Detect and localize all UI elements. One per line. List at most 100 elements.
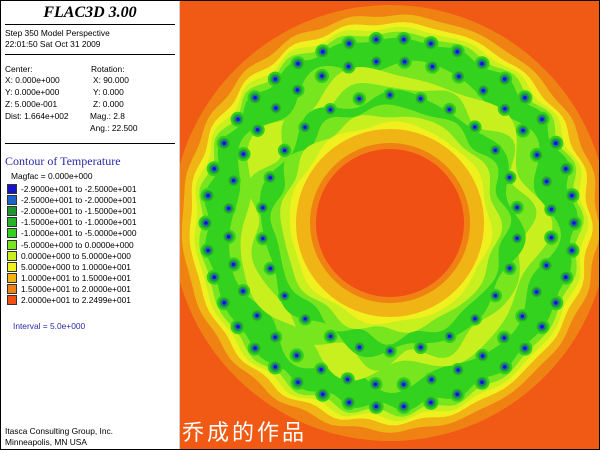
view-divider <box>5 143 175 144</box>
legend-label: -2.5000e+001 to -2.0000e+001 <box>21 195 137 206</box>
cold-spot-contour <box>493 293 498 298</box>
cold-spot-contour <box>447 107 452 112</box>
legend-swatch <box>7 228 17 239</box>
cold-spot-contour <box>346 64 351 69</box>
legend-row: -2.5000e+001 to -2.0000e+001 <box>7 195 177 206</box>
cold-spot-contour <box>402 404 406 409</box>
company-location: Minneapolis, MN USA <box>5 437 87 447</box>
angle-value: Ang.: 22.500 <box>90 123 138 133</box>
cold-spot-contour <box>226 234 231 239</box>
cold-spot-contour <box>502 365 507 369</box>
cold-spot-contour <box>564 275 568 280</box>
cold-spot-contour <box>206 248 210 253</box>
cold-spot-contour <box>303 125 307 129</box>
cold-spot-contour <box>508 266 512 270</box>
cold-spot-contour <box>419 345 423 349</box>
cold-spot-contour <box>480 380 484 385</box>
legend-label: 1.5000e+001 to 2.0000e+001 <box>21 283 131 294</box>
cold-spot-contour <box>572 221 576 225</box>
cold-spot-contour <box>473 125 477 129</box>
watermark-signature: 乔成的作品 <box>182 421 308 446</box>
cold-spot-contour <box>222 141 226 145</box>
cold-spot-contour <box>515 205 519 210</box>
cold-spot-contour <box>357 345 362 349</box>
legend-swatch <box>7 195 17 206</box>
center-z-value: Z: 5.000e-001 <box>5 99 58 109</box>
magnification-value: Mag.: 2.8 <box>90 111 125 121</box>
title-divider <box>5 24 175 25</box>
cold-spot-contour <box>455 392 460 397</box>
cold-spot-contour <box>321 392 325 397</box>
legend-label: -2.0000e+001 to -1.5000e+001 <box>21 206 137 217</box>
legend-swatch <box>7 184 17 194</box>
cold-spot-contour <box>282 148 287 153</box>
center-x-value: X: 0.000e+000 <box>5 75 60 85</box>
legend-label: -5.0000e+000 to 0.0000e+000 <box>21 239 134 250</box>
cold-spot-contour <box>430 64 435 69</box>
company-name: Itasca Consulting Group, Inc. <box>5 426 113 436</box>
cold-spot-contour <box>447 334 452 338</box>
legend-row: -1.0000e+001 to -5.0000e+000 <box>7 228 177 239</box>
legend-label: 0.0000e+000 to 5.0000e+000 <box>21 250 131 261</box>
legend-row: 2.0000e+001 to 2.2499e+001 <box>7 295 177 305</box>
cold-spot-contour <box>429 377 434 382</box>
plot-info-panel: FLAC3D 3.00 Step 350 Model Perspective 2… <box>1 1 180 449</box>
cold-spot-contour <box>231 178 236 183</box>
cold-spot-contour <box>401 382 406 387</box>
cold-spot-contour <box>273 365 278 369</box>
center-y-value: Y: 0.000e+000 <box>5 87 60 97</box>
cold-spot-contour <box>521 128 525 133</box>
cold-spot-contour <box>345 377 350 382</box>
rotation-x-value: X: 90.000 <box>93 75 129 85</box>
legend-label: -2.9000e+001 to -2.5000e+001 <box>21 184 137 194</box>
cold-spot-contour <box>544 263 549 268</box>
cold-spot-contour <box>418 97 423 101</box>
cold-spot-contour <box>206 193 210 198</box>
cold-spot-contour <box>296 380 300 385</box>
rotation-label: Rotation: <box>91 64 125 74</box>
cold-spot-contour <box>374 37 378 42</box>
cold-spot-contour <box>319 367 323 372</box>
cold-spot-contour <box>231 262 236 267</box>
cold-spot-contour <box>535 153 539 157</box>
cold-spot-contour <box>212 275 216 280</box>
legend-label: 2.0000e+001 to 2.2499e+001 <box>21 295 131 305</box>
cold-spot-contour <box>374 404 378 409</box>
cold-spot-contour <box>523 346 527 351</box>
cold-spot-contour <box>347 400 351 405</box>
legend-row: -1.5000e+001 to -1.0000e+001 <box>7 217 177 228</box>
cold-spot-contour <box>564 167 568 171</box>
cold-spot-contour <box>540 117 544 122</box>
cold-spot-contour <box>503 107 507 111</box>
cold-spot-contour <box>261 236 265 241</box>
legend-row: 5.0000e+000 to 1.0000e+001 <box>7 261 177 272</box>
cold-spot-contour <box>540 324 544 329</box>
cold-spot-contour <box>480 61 484 66</box>
cold-spot-contour <box>357 97 361 101</box>
legend-label: -1.5000e+001 to -1.0000e+001 <box>21 217 137 228</box>
cold-spot-contour <box>402 37 406 42</box>
cold-spot-contour <box>303 317 307 321</box>
cold-spot-contour <box>473 317 477 321</box>
legend-swatch <box>7 272 17 283</box>
distance-value: Dist: 1.664e+002 <box>5 111 69 121</box>
cold-spot-contour <box>241 152 246 156</box>
center-label: Center: <box>5 64 33 74</box>
legend-swatch <box>7 250 17 261</box>
legend-swatch <box>7 217 17 228</box>
info-divider <box>5 54 175 55</box>
contour-plot-viewport[interactable] <box>180 1 599 449</box>
cold-spot-contour <box>554 141 558 145</box>
legend-swatch <box>7 261 17 272</box>
temperature-contour-plot <box>180 1 599 449</box>
cold-spot-contour <box>273 335 277 339</box>
legend-label: -1.0000e+001 to -5.0000e+000 <box>21 228 137 239</box>
cold-spot-contour <box>520 314 525 319</box>
cold-spot-contour <box>255 313 259 318</box>
cold-spot-contour <box>255 127 260 132</box>
cold-spot-contour <box>320 74 324 78</box>
legend-label: 1.0000e+001 to 1.5000e+001 <box>21 272 131 283</box>
step-line: Step 350 Model Perspective <box>5 28 110 38</box>
contour-band <box>316 149 464 297</box>
